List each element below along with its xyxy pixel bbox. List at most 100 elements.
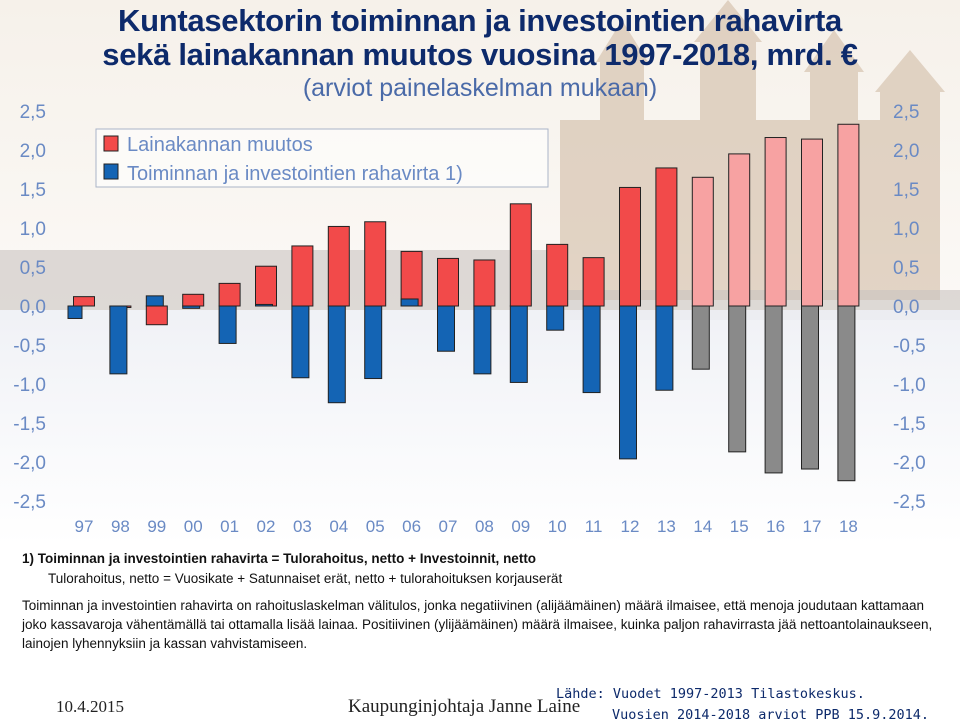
bar-loan-change	[764, 137, 787, 307]
legend-swatch-loan	[103, 135, 119, 152]
bar-loan-change	[546, 243, 569, 307]
x-tick-label: 05	[366, 517, 385, 536]
bar-cash-flow	[509, 305, 528, 383]
footer-author: Kaupunginjohtaja Janne Laine	[348, 696, 581, 717]
bar-cash-flow	[218, 305, 237, 344]
y-tick-label-right: 0,0	[893, 297, 919, 318]
y-tick-label-right: -1,5	[893, 414, 926, 435]
bars	[67, 123, 860, 482]
y-tick-label-left: 2,0	[20, 141, 46, 162]
source-line2: Vuosien 2014-2018 arviot PPB 15.9.2014.	[612, 707, 929, 723]
bar-chart: 2,5 2,0 1,5 1,0 0,5 0,0 -0,5 -1,0 -1,5 -2,0 -2,5 2…	[13, 102, 926, 536]
bar-loan-change	[509, 203, 532, 307]
bar-loan-change	[255, 265, 277, 307]
bar-cash-flow	[255, 303, 273, 307]
bar-loan-change	[691, 176, 714, 307]
bar-loan-change	[582, 257, 605, 307]
legend-box	[95, 128, 549, 188]
bar-cash-flow	[582, 305, 601, 394]
x-tick-label: 97	[75, 517, 94, 536]
bar-cash-flow	[67, 305, 83, 319]
bar-loan-change	[473, 259, 496, 307]
bar-cash-flow	[801, 305, 819, 470]
y-tick-label-left: 1,0	[20, 219, 46, 240]
bar-cash-flow	[109, 305, 128, 375]
footer-date: 10.4.2015	[56, 697, 124, 716]
bar-cash-flow	[182, 305, 201, 309]
y-tick-label-left: 0,5	[20, 258, 46, 279]
bar-loan-change	[837, 123, 860, 307]
explanation-paragraph: Toiminnan ja investointien rahavirta on …	[22, 598, 933, 651]
footnote-subdefinition: Tulorahoitus, netto = Vuosikate + Satunn…	[48, 571, 563, 586]
x-tick-label: 01	[220, 517, 239, 536]
bar-loan-change	[364, 221, 387, 307]
bar-cash-flow	[145, 295, 164, 307]
y-tick-label-right: 1,5	[893, 180, 919, 201]
bar-loan-change	[728, 153, 751, 307]
bar-loan-change	[619, 186, 641, 307]
bar-cash-flow	[619, 305, 637, 460]
bar-cash-flow	[437, 305, 455, 352]
y-tick-label-left: -2,0	[13, 453, 46, 474]
y-tick-label-left: -2,5	[13, 492, 46, 513]
x-tick-label: 17	[803, 517, 822, 536]
source-line1: Lähde: Vuodet 1997-2013 Tilastokeskus.	[556, 686, 865, 702]
bar-cash-flow	[546, 305, 565, 331]
x-tick-label: 02	[257, 517, 276, 536]
footnote-definition: 1) Toiminnan ja investointien rahavirta …	[22, 551, 537, 566]
y-tick-label-right: -2,5	[893, 492, 926, 513]
bar-loan-change	[218, 282, 241, 307]
bar-loan-change	[182, 293, 205, 307]
bar-loan-change	[73, 296, 95, 307]
x-tick-label: 00	[184, 517, 203, 536]
y-tick-label-left: 0,0	[20, 297, 46, 318]
bar-cash-flow	[764, 305, 783, 474]
x-tick-label: 08	[475, 517, 494, 536]
y-tick-label-left: 1,5	[20, 180, 46, 201]
bar-loan-change	[437, 257, 459, 307]
chart-title-line2: sekä lainakannan muutos vuosina 1997-201…	[102, 37, 858, 72]
chart-title: Kuntasektorin toiminnan ja investointien…	[70, 4, 890, 72]
x-tick-label: 12	[621, 517, 640, 536]
x-tick-label: 98	[111, 517, 130, 536]
x-tick-label: 16	[766, 517, 785, 536]
x-tick-label: 15	[730, 517, 749, 536]
x-tick-label: 99	[147, 517, 166, 536]
y-tick-label-right: 2,5	[893, 102, 919, 123]
legend: Lainakannan muutos Toiminnan ja investoi…	[95, 128, 549, 188]
y-axis-left: 2,5 2,0 1,5 1,0 0,5 0,0 -0,5 -1,0 -1,5 -2,0 -2,5	[13, 102, 46, 513]
y-tick-label-right: -0,5	[893, 336, 926, 357]
bar-cash-flow	[473, 305, 492, 375]
y-tick-label-right: -2,0	[893, 453, 926, 474]
bar-cash-flow	[728, 305, 747, 453]
bar-cash-flow	[291, 305, 310, 379]
bar-cash-flow	[327, 305, 346, 404]
x-tick-label: 13	[657, 517, 676, 536]
y-tick-label-left: -1,0	[13, 375, 46, 396]
x-tick-label: 06	[402, 517, 421, 536]
legend-label-cashflow: Toiminnan ja investointien rahavirta 1)	[127, 163, 463, 185]
y-tick-label-left: 2,5	[20, 102, 46, 123]
chart-title-line1: Kuntasektorin toiminnan ja investointien…	[118, 3, 842, 38]
y-tick-label-right: 2,0	[893, 141, 919, 162]
x-tick-label: 03	[293, 517, 312, 536]
legend-swatch-cashflow	[103, 163, 119, 180]
x-tick-label: 07	[439, 517, 458, 536]
bar-cash-flow	[364, 305, 383, 380]
chart-subtitle: (arviot painelaskelman mukaan)	[302, 74, 658, 102]
bar-cash-flow	[837, 305, 856, 482]
bar-loan-change	[655, 167, 678, 307]
bar-cash-flow	[691, 305, 710, 370]
x-tick-label: 04	[329, 517, 348, 536]
x-tick-label: 09	[511, 517, 530, 536]
footer-source: Lähde: Vuodet 1997-2013 Tilastokeskus. V…	[556, 684, 929, 726]
bar-cash-flow	[655, 305, 674, 391]
y-tick-label-left: -0,5	[13, 336, 46, 357]
y-axis-right: 2,5 2,0 1,5 1,0 0,5 0,0 -0,5 -1,0 -1,5 -2,0 -2,5	[893, 102, 926, 513]
bar-loan-change	[145, 305, 168, 326]
bar-loan-change	[327, 225, 350, 307]
x-tick-label: 18	[839, 517, 858, 536]
y-tick-label-right: -1,0	[893, 375, 926, 396]
x-tick-label: 10	[548, 517, 567, 536]
bar-loan-change	[400, 250, 423, 307]
